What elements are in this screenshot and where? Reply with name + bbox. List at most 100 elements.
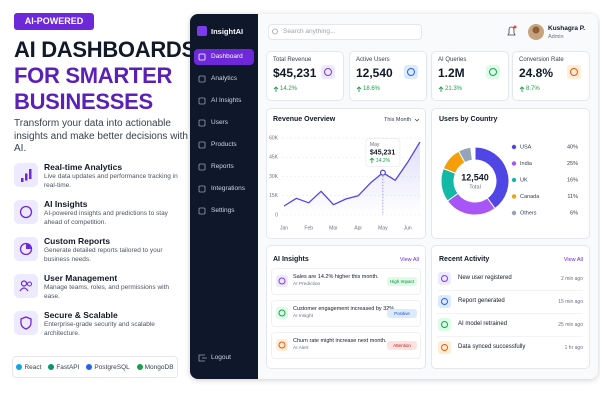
feature-icon bbox=[14, 237, 38, 261]
activity-card bbox=[431, 245, 590, 369]
feature-icon bbox=[14, 200, 38, 224]
insight-icon bbox=[276, 275, 288, 287]
feature-icon bbox=[14, 274, 38, 298]
kpi-value: 1.2M bbox=[438, 66, 465, 80]
insight-row bbox=[271, 300, 421, 327]
activity-time: 2 min ago bbox=[561, 276, 583, 282]
feature-text: Manage teams, roles, and permissions wit… bbox=[44, 284, 170, 300]
country-card bbox=[431, 108, 590, 239]
activity-text: AI model retrained bbox=[458, 321, 508, 327]
divider bbox=[437, 313, 583, 314]
headline: BUSINESSES bbox=[14, 89, 153, 114]
nav-item[interactable]: Products bbox=[211, 141, 237, 148]
activity-text: New user registered bbox=[458, 275, 512, 281]
insight-tag: Positive bbox=[387, 309, 417, 318]
feature-title: Secure & Scalable bbox=[44, 310, 118, 320]
logout[interactable]: Logout bbox=[211, 354, 231, 361]
activity-time: 1 hr ago bbox=[564, 345, 583, 351]
kpi-value: 24.8% bbox=[519, 66, 554, 80]
view-all[interactable]: View All bbox=[399, 257, 419, 263]
tech-logo bbox=[136, 364, 143, 370]
kpi-label: Conversion Rate bbox=[519, 57, 564, 63]
revenue-card bbox=[266, 108, 426, 239]
insight-text: Customer engagement increased by 32%. bbox=[293, 306, 396, 312]
insight-source: AI Insight bbox=[293, 314, 313, 319]
insight-text: Churn rate might increase next month. bbox=[293, 338, 387, 344]
insight-icon bbox=[276, 307, 288, 319]
feature-title: Real-time Analytics bbox=[44, 162, 123, 172]
tech-name: FastAPI bbox=[56, 363, 80, 371]
feature-text: AI-powered insights and predictions to s… bbox=[44, 210, 168, 226]
period-select[interactable]: This Month bbox=[384, 117, 412, 123]
nav-item[interactable]: Dashboard bbox=[211, 53, 243, 60]
tech-logo bbox=[86, 364, 93, 370]
activity-icon bbox=[438, 341, 451, 354]
kpi-value: $45,231 bbox=[273, 66, 317, 80]
insight-source: AI Alert bbox=[293, 346, 309, 351]
kpi-change: 14.2% bbox=[280, 86, 298, 92]
tech-item: React bbox=[16, 364, 41, 371]
activity-icon bbox=[438, 272, 451, 285]
nav-item[interactable]: Reports bbox=[211, 163, 234, 170]
tech-stack: React FastAPI PostgreSQL MongoDB bbox=[12, 356, 178, 378]
insight-text: Sales are 14.2% higher this month. bbox=[293, 274, 379, 280]
tech-logo bbox=[16, 364, 23, 370]
kpi-change: 8.7% bbox=[526, 86, 540, 92]
tech-name: PostgreSQL bbox=[94, 363, 130, 371]
kpi-change: 21.3% bbox=[445, 86, 463, 92]
brand: InsightAI bbox=[211, 27, 244, 36]
feature-title: AI Insights bbox=[44, 199, 88, 209]
headline: AI DASHBOARDS bbox=[14, 37, 196, 62]
user-role: Admin bbox=[548, 34, 564, 40]
sidebar bbox=[190, 14, 258, 379]
tech-item: MongoDB bbox=[136, 363, 174, 371]
insight-row bbox=[271, 332, 421, 359]
card-title: AI Insights bbox=[273, 256, 309, 263]
kpi-label: AI Queries bbox=[438, 57, 467, 63]
feature-icon bbox=[14, 163, 38, 187]
nav-item[interactable]: Integrations bbox=[211, 185, 245, 192]
view-all[interactable]: View All bbox=[563, 257, 583, 263]
feature-icon bbox=[14, 311, 38, 335]
activity-text: Data synced successfully bbox=[458, 344, 526, 350]
nav-item[interactable]: Analytics bbox=[211, 75, 238, 82]
feature-text: Generate detailed reports tailored to yo… bbox=[44, 247, 163, 263]
activity-icon bbox=[438, 318, 451, 331]
divider bbox=[437, 290, 583, 291]
kpi-label: Total Revenue bbox=[273, 57, 312, 63]
tech-name: MongoDB bbox=[144, 363, 174, 371]
tech-item: PostgreSQL bbox=[86, 363, 130, 371]
feature-title: User Management bbox=[44, 273, 118, 283]
insight-source: AI Prediction bbox=[293, 282, 321, 287]
tech-logo bbox=[48, 364, 55, 370]
insight-row bbox=[271, 268, 421, 295]
kpi-value: 12,540 bbox=[356, 66, 393, 80]
activity-icon bbox=[438, 295, 451, 308]
insight-tag: Attention bbox=[387, 341, 417, 350]
kpi-label: Active Users bbox=[356, 57, 390, 63]
headline: FOR SMARTER bbox=[14, 63, 173, 88]
insights-card bbox=[266, 245, 426, 369]
kpi-change: 18.6% bbox=[363, 86, 381, 92]
insight-icon bbox=[276, 339, 288, 351]
nav-item[interactable]: AI Insights bbox=[211, 97, 242, 104]
chart-title: Users by Country bbox=[439, 116, 498, 123]
feature-text: Enterprise-grade security and scalable a… bbox=[44, 321, 155, 337]
nav-item[interactable]: Settings bbox=[211, 207, 235, 214]
card-title: Recent Activity bbox=[439, 256, 490, 263]
insight-tag: High Impact bbox=[387, 277, 417, 286]
badge: AI-POWERED bbox=[14, 13, 94, 30]
activity-time: 15 min ago bbox=[558, 299, 583, 305]
chart-title: Revenue Overview bbox=[273, 116, 336, 123]
user-name: Kushagra P. bbox=[548, 25, 586, 32]
feature-text: Live data updates and performance tracki… bbox=[44, 173, 178, 189]
nav-item[interactable]: Users bbox=[211, 119, 228, 126]
tech-item: FastAPI bbox=[48, 364, 79, 371]
tech-name: React bbox=[24, 363, 42, 371]
description: Transform your data into actionable insi… bbox=[14, 118, 188, 154]
feature-title: Custom Reports bbox=[44, 236, 111, 246]
activity-time: 25 min ago bbox=[558, 322, 583, 328]
search-box[interactable]: Search anything... bbox=[268, 24, 422, 40]
nav-active-bg bbox=[194, 49, 254, 65]
